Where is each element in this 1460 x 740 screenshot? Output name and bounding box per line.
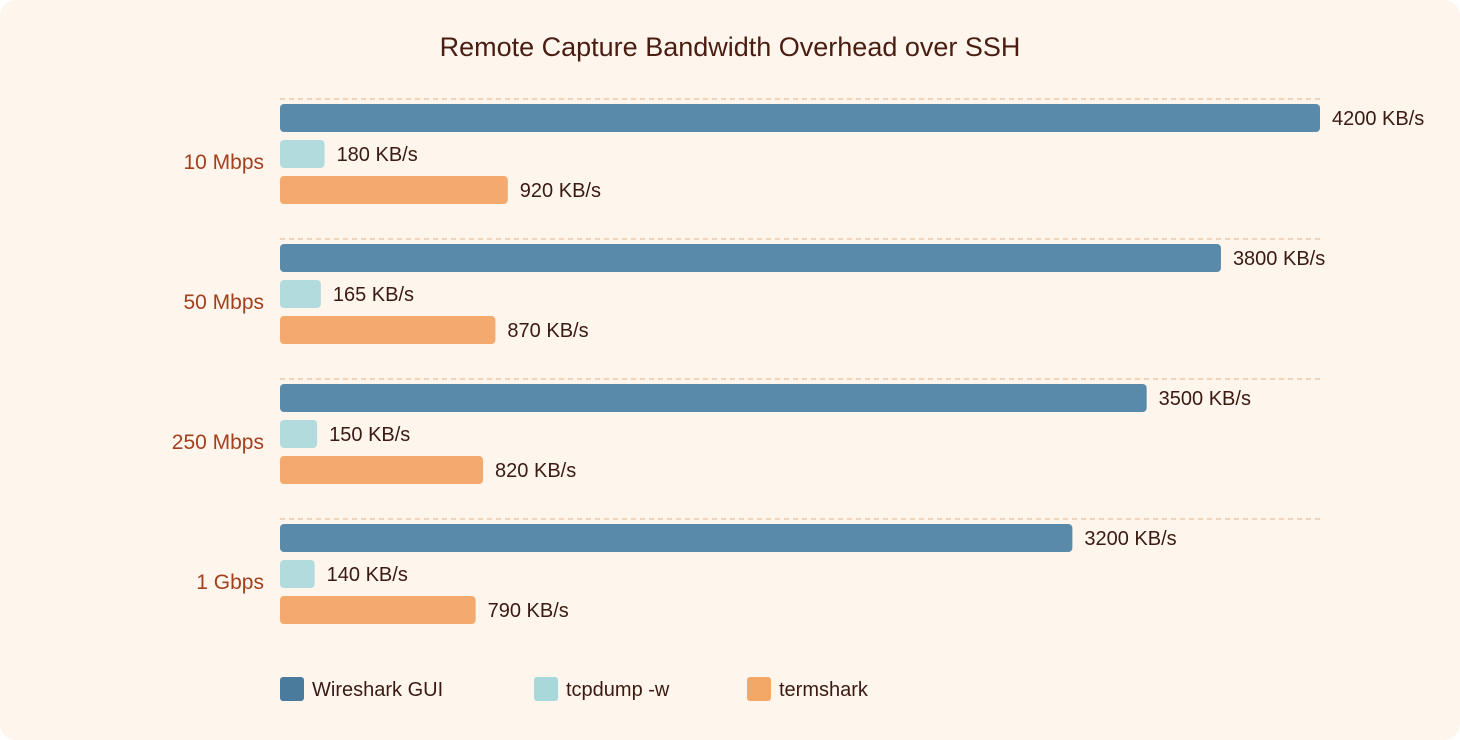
bar	[280, 140, 325, 168]
data-label: 820 KB/s	[495, 460, 576, 482]
chart-title: Remote Capture Bandwidth Overhead over S…	[440, 32, 1021, 62]
data-label: 4200 KB/s	[1332, 108, 1424, 130]
bar	[280, 560, 315, 588]
bar	[280, 384, 1147, 412]
bar	[280, 524, 1073, 552]
category-label: 10 Mbps	[183, 151, 264, 174]
data-label: 920 KB/s	[520, 180, 601, 202]
category-label: 50 Mbps	[183, 291, 264, 314]
data-label: 870 KB/s	[507, 320, 588, 342]
category-label: 250 Mbps	[172, 431, 264, 454]
bar	[280, 280, 321, 308]
data-label: 790 KB/s	[488, 600, 569, 622]
legend-swatch	[280, 677, 304, 701]
category-label: 1 Gbps	[196, 571, 264, 594]
bar	[280, 104, 1320, 132]
data-label: 3800 KB/s	[1233, 248, 1325, 270]
data-label: 3500 KB/s	[1159, 388, 1251, 410]
bar	[280, 420, 318, 448]
bar	[280, 316, 496, 344]
legend-swatch	[534, 677, 558, 701]
legend-label: Wireshark GUI	[312, 679, 443, 701]
legend-label: tcpdump -w	[566, 679, 670, 701]
plot-area: 10 Mbps 4200 KB/s 180 KB/s 920 KB/s 50 Mbps 3…	[172, 98, 1424, 624]
data-label: 165 KB/s	[333, 284, 414, 306]
bar	[280, 456, 484, 484]
bar	[280, 596, 476, 624]
data-label: 150 KB/s	[329, 424, 410, 446]
data-label: 140 KB/s	[327, 564, 408, 586]
legend-label: termshark	[779, 679, 869, 701]
bar	[280, 176, 508, 204]
legend-swatch	[747, 677, 771, 701]
data-label: 3200 KB/s	[1084, 528, 1176, 550]
legend: Wireshark GUI tcpdump -w termshark	[280, 677, 869, 701]
bar	[280, 244, 1221, 272]
data-label: 180 KB/s	[337, 144, 418, 166]
